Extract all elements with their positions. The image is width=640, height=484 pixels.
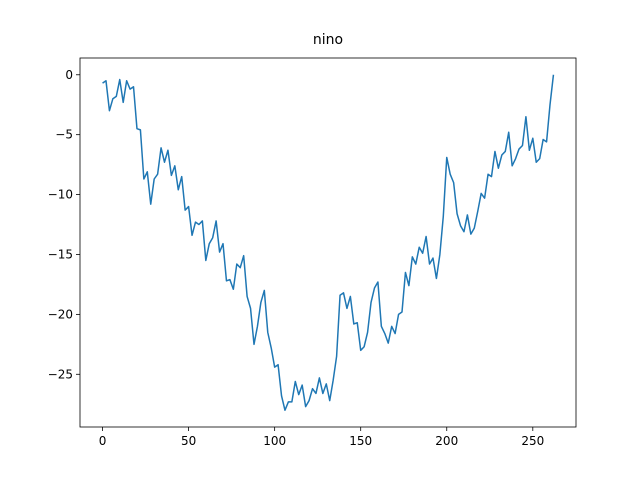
y-tick-label: −25: [48, 367, 73, 381]
line-series: [102, 74, 555, 411]
y-tick-label: −20: [48, 307, 73, 321]
x-tick-label: 50: [181, 434, 196, 448]
x-tick-label: 0: [99, 434, 107, 448]
y-tick-label: −5: [55, 128, 73, 142]
chart-title: nino: [313, 32, 343, 48]
y-tick-label: 0: [65, 68, 73, 82]
y-tick-label: −15: [48, 247, 73, 261]
plot-frame: [79, 57, 577, 428]
y-tick-label: −10: [48, 188, 73, 202]
x-tick-label: 250: [521, 434, 544, 448]
x-tick-label: 200: [435, 434, 458, 448]
x-tick-label: 150: [349, 434, 372, 448]
x-tick-label: 100: [263, 434, 286, 448]
